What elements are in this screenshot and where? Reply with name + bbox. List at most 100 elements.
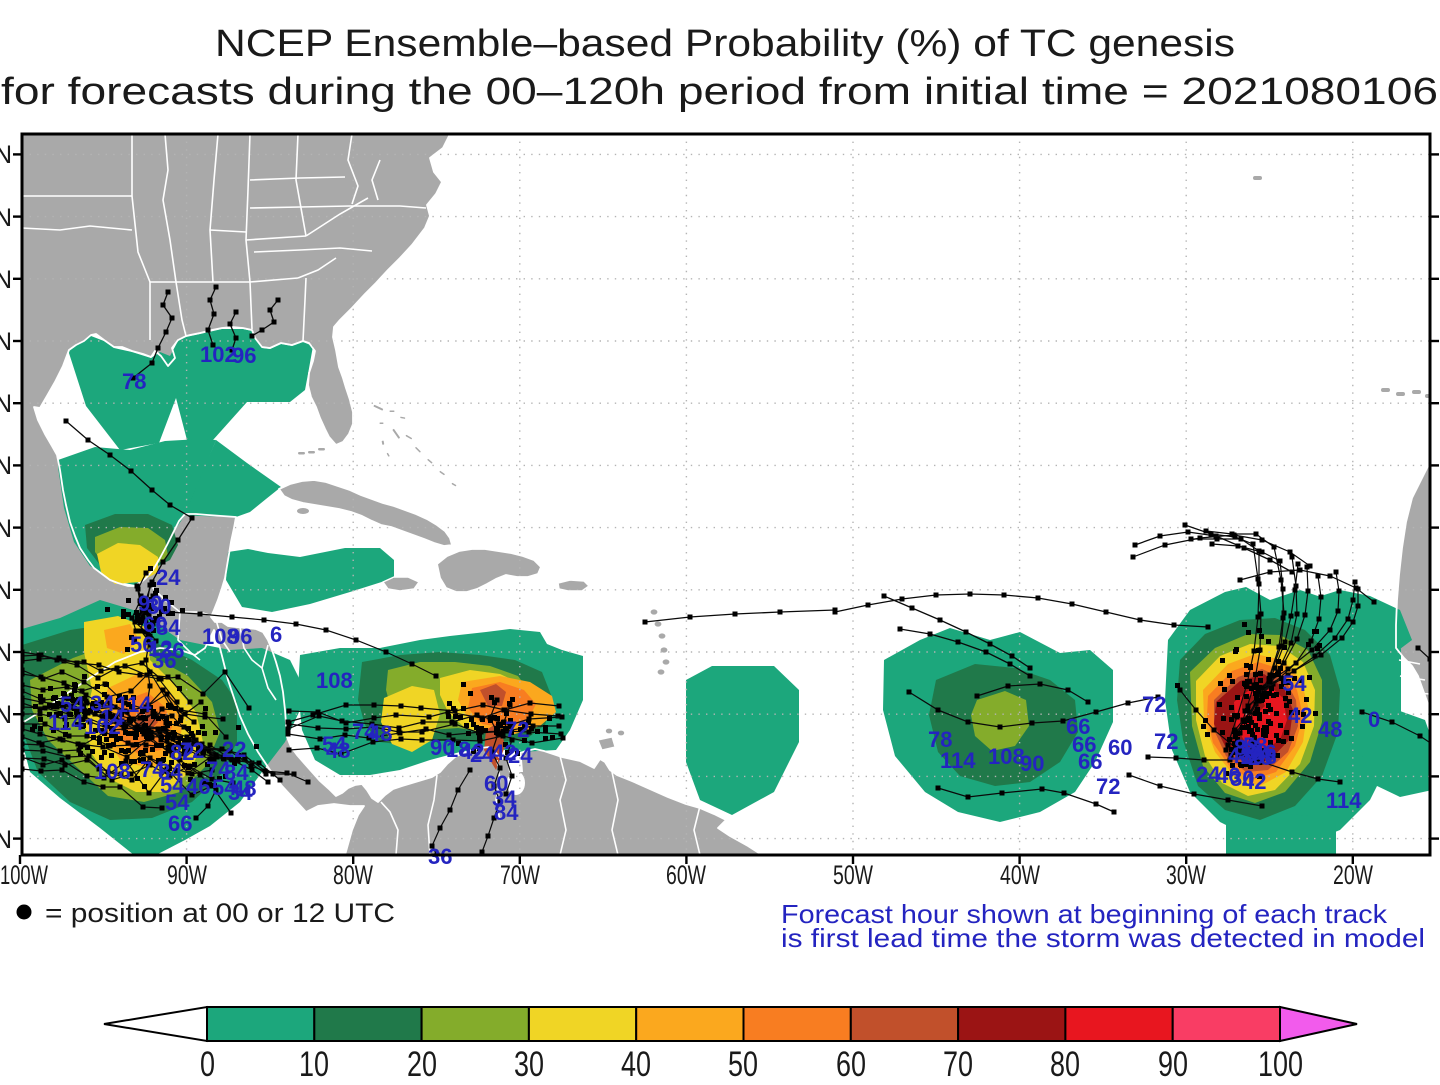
svg-text:48: 48 [368,721,392,746]
svg-text:90: 90 [430,735,454,760]
svg-text:48: 48 [1228,743,1252,768]
svg-text:42: 42 [1242,769,1266,794]
svg-text:58: 58 [1243,733,1267,758]
svg-text:84: 84 [224,760,249,785]
svg-text:24: 24 [508,743,533,768]
svg-text:N: N [0,390,12,418]
svg-text:34: 34 [492,786,517,811]
svg-text:24: 24 [470,742,495,767]
svg-text:102: 102 [84,714,121,739]
svg-text:N: N [0,266,12,294]
svg-text:48: 48 [1318,717,1342,742]
svg-text:0: 0 [200,1045,215,1084]
svg-text:90: 90 [138,591,162,616]
svg-text:12: 12 [148,636,172,661]
svg-text:84: 84 [156,615,181,640]
svg-text:24: 24 [156,565,181,590]
svg-text:72: 72 [505,717,529,742]
svg-text:60: 60 [484,771,508,796]
svg-text:= position at 00 or 12 UTC: = position at 00 or 12 UTC [45,898,395,928]
svg-text:100W: 100W [0,860,48,890]
svg-text:114: 114 [116,692,152,717]
svg-text:108: 108 [316,668,353,693]
svg-text:82: 82 [170,740,194,765]
svg-text:for forecasts during the 00–12: for forecasts during the 00–120h period … [1,71,1438,113]
svg-text:0: 0 [1368,707,1380,732]
svg-text:N: N [0,141,12,169]
svg-text:66: 66 [1066,714,1090,739]
svg-text:18: 18 [446,737,470,762]
svg-text:34: 34 [90,691,115,716]
svg-text:54: 54 [322,732,347,757]
svg-text:54: 54 [212,775,237,800]
svg-text:48: 48 [326,738,350,763]
svg-text:40: 40 [621,1045,651,1084]
svg-text:36: 36 [160,638,184,663]
svg-text:46: 46 [186,774,210,799]
svg-text:72: 72 [1096,774,1120,799]
svg-text:66: 66 [168,811,192,836]
svg-text:50W: 50W [833,860,873,890]
svg-text:102: 102 [200,342,237,367]
svg-text:42: 42 [1288,703,1312,728]
svg-text:70W: 70W [500,860,540,890]
svg-text:90: 90 [1020,751,1044,776]
svg-text:N: N [0,328,12,356]
svg-text:60: 60 [1108,735,1132,760]
svg-text:74: 74 [206,757,231,782]
svg-text:30: 30 [514,1045,544,1084]
svg-text:54: 54 [160,773,185,798]
svg-text:108: 108 [1240,744,1277,769]
svg-text:46: 46 [1252,740,1276,765]
svg-text:72: 72 [180,738,204,763]
svg-text:42: 42 [492,740,516,765]
svg-text:34: 34 [228,780,253,805]
svg-text:84: 84 [494,800,519,825]
svg-text:36: 36 [152,648,176,673]
svg-text:20: 20 [407,1045,437,1084]
svg-text:54: 54 [60,692,85,717]
svg-text:80W: 80W [333,860,373,890]
svg-text:30: 30 [147,594,171,619]
svg-text:54: 54 [165,790,190,815]
svg-text:72: 72 [1142,692,1166,717]
svg-text:N: N [0,204,12,232]
svg-text:Forecast hour shown at beginni: Forecast hour shown at beginning of each… [781,899,1388,929]
svg-text:114: 114 [48,710,84,735]
svg-text:50: 50 [728,1045,758,1084]
svg-text:40W: 40W [1000,860,1040,890]
svg-text:78: 78 [928,727,952,752]
svg-text:30W: 30W [1166,860,1206,890]
svg-text:78: 78 [122,369,146,394]
svg-text:N: N [0,515,12,543]
svg-text:100: 100 [1258,1045,1303,1084]
svg-text:30: 30 [1230,766,1254,791]
svg-text:108: 108 [94,759,131,784]
svg-text:114: 114 [940,748,976,773]
svg-text:N: N [0,701,12,729]
svg-text:84: 84 [158,759,183,784]
svg-text:90W: 90W [167,860,207,890]
svg-text:NCEP Ensemble–based Probabilit: NCEP Ensemble–based Probability (%) of T… [215,23,1235,65]
svg-text:70: 70 [943,1045,973,1084]
svg-text:14: 14 [100,705,125,730]
svg-text:72: 72 [1154,729,1178,754]
svg-text:N: N [0,639,12,667]
svg-text:48: 48 [232,776,256,801]
svg-text:66: 66 [1078,749,1102,774]
svg-text:80: 80 [1050,1045,1080,1084]
svg-text:74: 74 [352,719,377,744]
svg-text:54: 54 [1282,671,1307,696]
svg-text:114: 114 [1326,788,1362,813]
svg-text:108: 108 [988,744,1025,769]
svg-text:N: N [0,577,12,605]
svg-text:N: N [0,763,12,791]
svg-text:N: N [0,826,12,854]
svg-text:96: 96 [228,624,252,649]
svg-text:10: 10 [299,1045,329,1084]
svg-text:N: N [0,452,12,480]
svg-text:38: 38 [1238,740,1262,765]
svg-text:88: 88 [1234,735,1258,760]
svg-text:60W: 60W [666,860,706,890]
svg-text:74: 74 [140,757,165,782]
